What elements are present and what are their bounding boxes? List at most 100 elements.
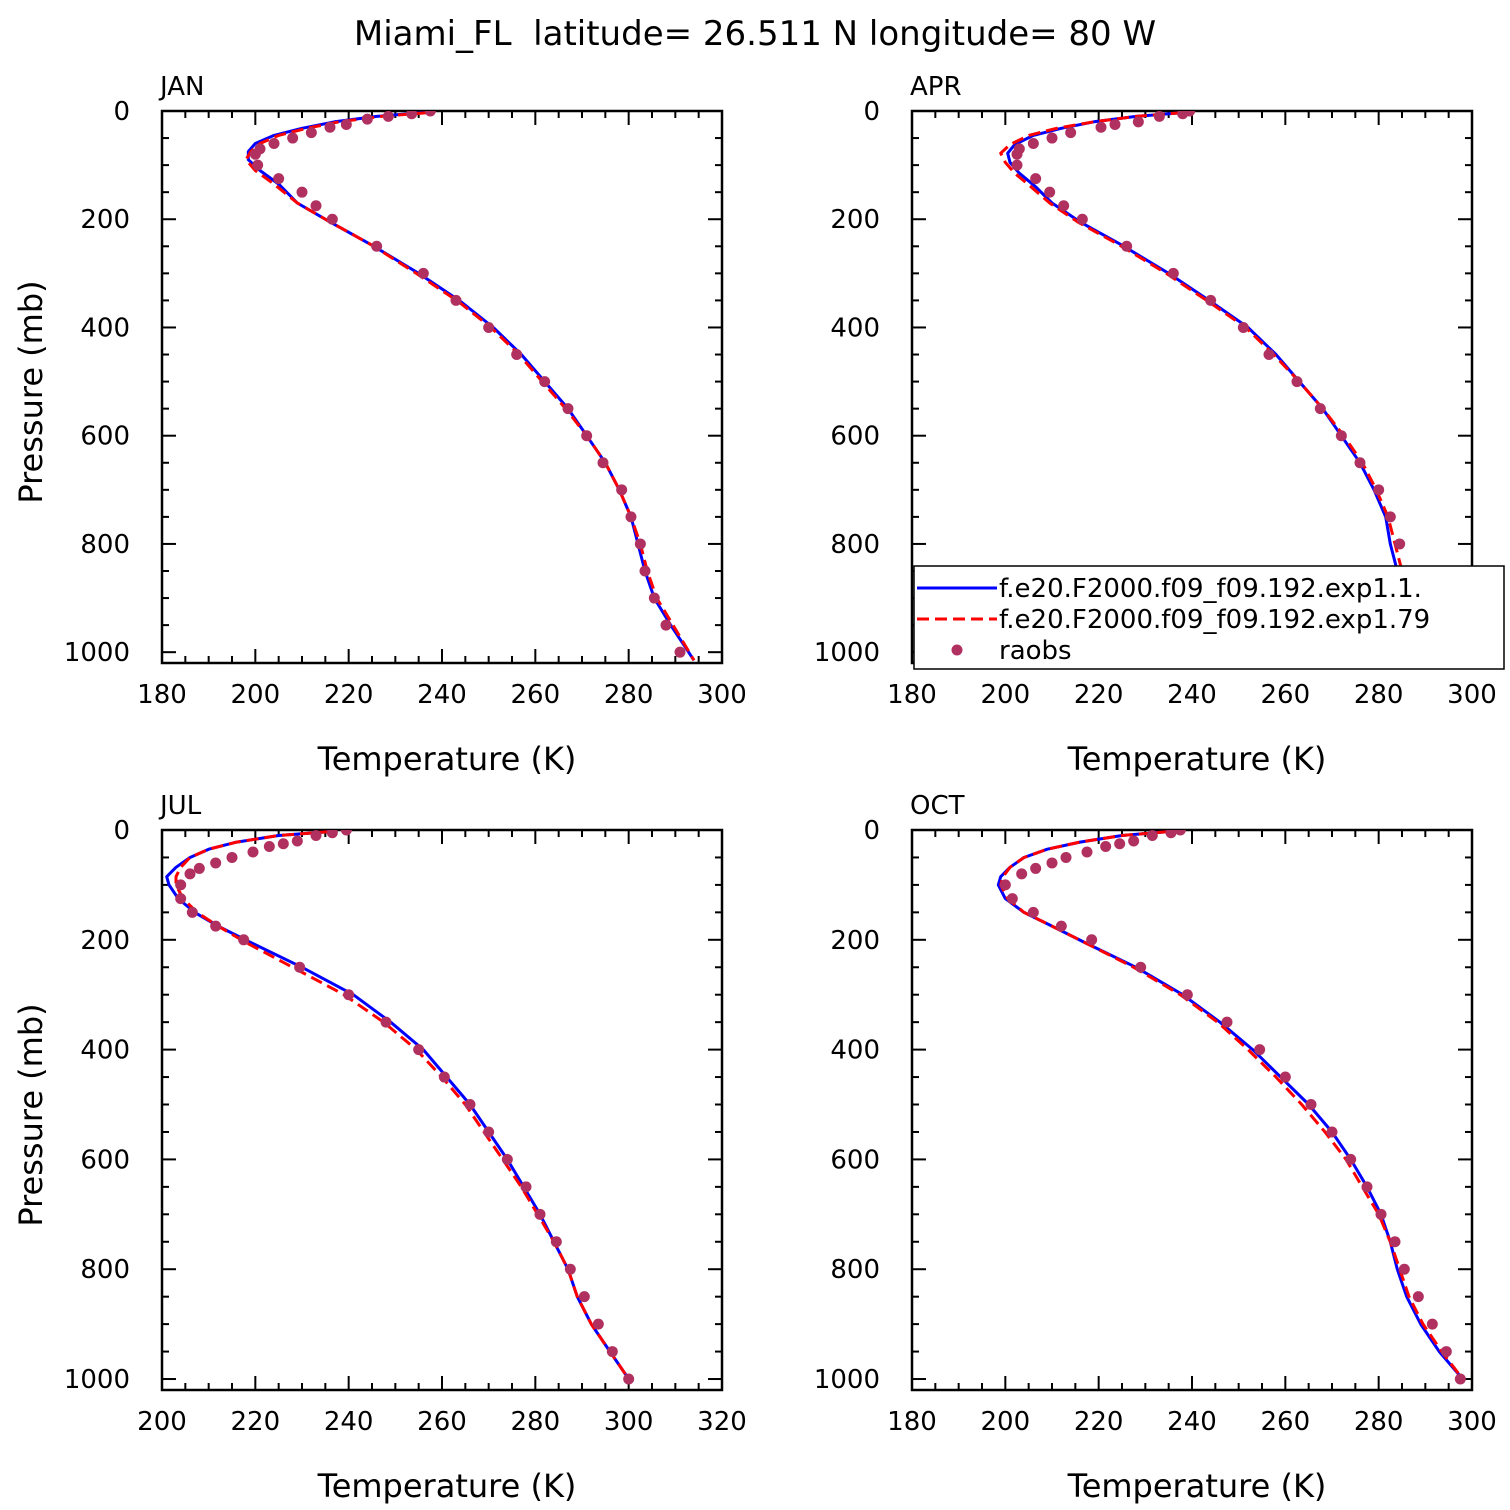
raobs-point [294, 961, 306, 973]
raobs-point [1100, 840, 1112, 852]
x-tick-label: 240 [324, 1407, 374, 1437]
x-tick-label: 240 [417, 680, 467, 710]
raobs-point [1165, 830, 1177, 839]
panel-title: OCT [910, 791, 965, 821]
x-axis-label: Temperature (K) [1067, 740, 1327, 778]
raobs-point [520, 1181, 532, 1193]
x-tick-label: 180 [887, 1407, 937, 1437]
raobs-point [1011, 148, 1023, 160]
raobs-point [238, 934, 250, 946]
plot-frame [160, 828, 724, 1392]
x-tick-label: 300 [697, 680, 747, 710]
raobs-point [310, 830, 322, 841]
raobs-point [648, 592, 660, 604]
y-axis-label: Pressure (mb) [12, 280, 50, 503]
raobs-point [639, 565, 651, 577]
raobs-point [226, 851, 238, 863]
y-tick-label: 800 [80, 1255, 130, 1285]
raobs-point [550, 1236, 562, 1248]
raobs-point [277, 838, 289, 850]
legend-box [913, 565, 1505, 670]
raobs-point [413, 1044, 425, 1056]
raobs-point [564, 1263, 576, 1275]
y-axis-label: Pressure (mb) [12, 1003, 50, 1226]
y-tick-label: 600 [80, 422, 130, 452]
raobs-point [1058, 200, 1070, 212]
raobs-point [361, 113, 373, 125]
panel-jan: 180 200 220 240 260 280 300 0 200 400 600 800 1000 JA… [12, 72, 747, 778]
raobs-point [625, 511, 637, 523]
raobs-point [1076, 213, 1088, 225]
raobs-point [1146, 830, 1158, 841]
raobs-point [193, 862, 205, 874]
y-tick-label: 1000 [814, 1365, 880, 1395]
panels: 180 200 220 240 260 280 300 0 200 400 600 800 1000 JA… [12, 72, 1497, 1505]
raobs-point [1011, 159, 1023, 171]
raobs-point [210, 857, 222, 869]
plot-area [244, 111, 696, 662]
raobs-point [1135, 961, 1147, 973]
raobs-point [1335, 430, 1347, 442]
legend-marker-raobs [951, 644, 963, 656]
raobs-point [382, 111, 394, 122]
series-line-exp1-1 [246, 111, 696, 662]
y-tick-label: 800 [830, 530, 880, 560]
plot-area [165, 830, 635, 1385]
x-tick-label: 200 [231, 680, 281, 710]
panel-apr: 180 200 220 240 260 280 300 0 200 400 600 800 1000 AP… [814, 72, 1497, 778]
y-tick-label: 1000 [814, 638, 880, 668]
raobs-point [592, 1318, 604, 1330]
raobs-point [1027, 137, 1039, 149]
y-tick-label: 400 [830, 313, 880, 343]
legend: f.e20.F2000.f09_f09.192.exp1.1.f.e20.F20… [913, 565, 1505, 670]
raobs-point [623, 1373, 635, 1385]
raobs-point [1030, 173, 1042, 185]
raobs-point [263, 840, 275, 852]
raobs-point [340, 830, 352, 836]
raobs-point [287, 132, 299, 144]
plot-frame [160, 109, 724, 665]
raobs-point [424, 111, 436, 117]
plot-area [996, 830, 1466, 1385]
raobs-point [534, 1208, 546, 1220]
raobs-point [252, 159, 264, 171]
x-tick-label: 220 [324, 680, 374, 710]
panel-title: JUL [158, 791, 202, 821]
x-axis-label: Temperature (K) [1067, 1467, 1327, 1505]
raobs-point [1398, 1263, 1410, 1275]
raobs-point [1177, 111, 1189, 120]
raobs-point [1291, 376, 1303, 388]
raobs-point [1237, 321, 1249, 333]
raobs-point [1412, 1291, 1424, 1303]
raobs-point [1030, 862, 1042, 874]
raobs-point [1373, 484, 1385, 496]
raobs-point [273, 173, 285, 185]
raobs-point [1221, 1016, 1233, 1028]
raobs-point [1114, 838, 1126, 850]
raobs-point [660, 619, 672, 631]
raobs-point [1361, 1181, 1373, 1193]
raobs-point [1354, 457, 1366, 469]
raobs-point [450, 294, 462, 306]
raobs-point [1046, 857, 1058, 869]
raobs-point [562, 403, 574, 415]
legend-label: f.e20.F2000.f09_f09.192.exp1.79 [999, 605, 1430, 635]
plot-frame [910, 828, 1474, 1392]
series-line-exp1-1 [996, 830, 1464, 1380]
series-line-exp1-79 [244, 111, 696, 662]
x-tick-label: 280 [1354, 680, 1404, 710]
x-tick-label: 280 [1354, 1407, 1404, 1437]
y-tick-label: 200 [830, 926, 880, 956]
raobs-point [343, 989, 355, 1001]
panel-title: JAN [158, 72, 204, 102]
raobs-point [371, 240, 383, 252]
raobs-point [175, 893, 187, 905]
x-tick-label: 180 [137, 680, 187, 710]
y-tick-label: 0 [863, 816, 880, 846]
y-tick-label: 200 [80, 205, 130, 235]
raobs-point [1055, 920, 1067, 932]
raobs-point [324, 121, 336, 133]
raobs-point [501, 1153, 513, 1165]
panel-title: APR [910, 72, 962, 102]
raobs-point [1254, 1044, 1266, 1056]
